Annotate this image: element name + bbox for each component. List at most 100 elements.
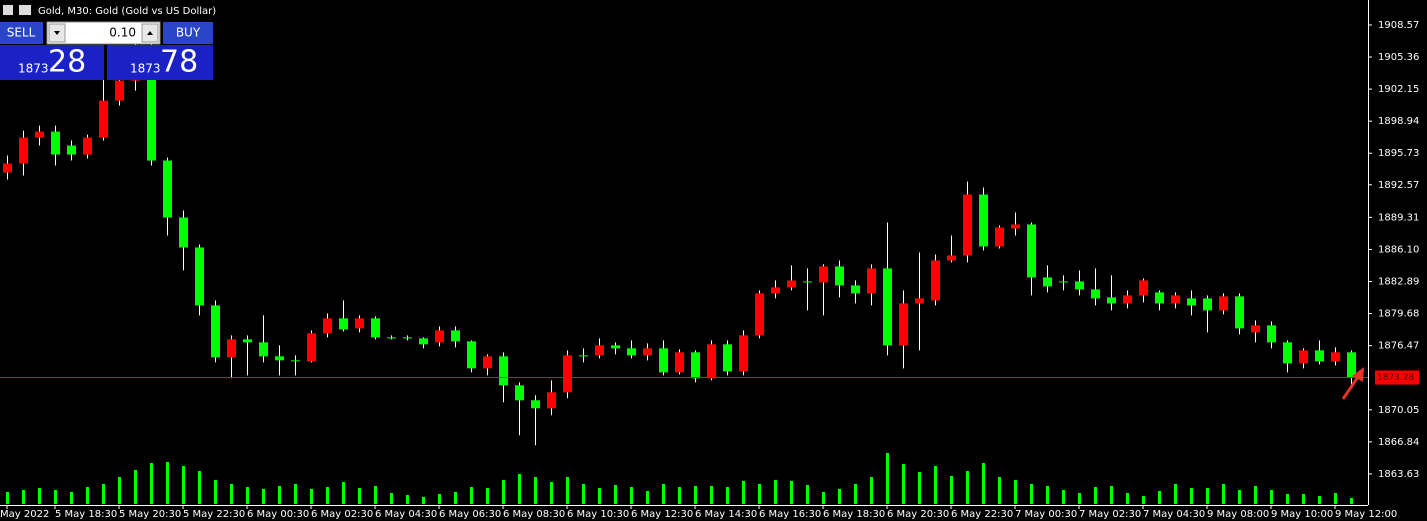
candle-body xyxy=(179,217,188,248)
candle-body xyxy=(947,255,956,261)
volume-bar xyxy=(822,492,825,504)
x-tick-label: 6 May 06:30 xyxy=(439,509,501,520)
y-tick-label: 1895.73 xyxy=(1378,148,1419,159)
y-tick-label: 1879.68 xyxy=(1378,309,1419,320)
volume-bar xyxy=(518,474,521,504)
y-tick-label: 1882.89 xyxy=(1378,277,1419,288)
volume-bar xyxy=(1350,498,1353,504)
volume-bar xyxy=(886,453,889,504)
candle-body xyxy=(771,287,780,294)
volume-bar xyxy=(230,484,233,504)
sell-label: SELL xyxy=(7,26,36,40)
volume-bar xyxy=(166,462,169,504)
volume-bar xyxy=(1206,488,1209,504)
current-price-label: 1873.28 xyxy=(1377,373,1414,383)
volume-bar xyxy=(1302,494,1305,504)
volume-bar xyxy=(390,493,393,504)
candle-body xyxy=(563,355,572,393)
volume-bar xyxy=(950,476,953,504)
y-tick-label: 1892.57 xyxy=(1378,180,1419,191)
buy-price-box[interactable] xyxy=(107,45,213,80)
volume-bar xyxy=(982,463,985,504)
candle-body xyxy=(1075,281,1084,290)
candle-body xyxy=(595,345,604,356)
volume-bar xyxy=(1238,490,1241,504)
volume-bar xyxy=(742,481,745,504)
volume-bar xyxy=(918,472,921,504)
candle-body xyxy=(1139,280,1148,296)
y-tick-label: 1908.57 xyxy=(1378,20,1419,31)
candle-body xyxy=(1299,350,1308,364)
sell-price-box[interactable] xyxy=(0,45,104,80)
icon xyxy=(3,5,13,15)
volume-bar xyxy=(1158,491,1161,504)
y-tick-label: 1876.47 xyxy=(1378,341,1419,352)
volume-bar xyxy=(454,492,457,504)
candle-body xyxy=(659,348,668,373)
volume-bar xyxy=(630,487,633,504)
candle-body xyxy=(211,305,220,358)
volume-bar xyxy=(1190,488,1193,504)
candle-body xyxy=(115,80,124,101)
candle-body xyxy=(867,268,876,294)
volume-bar xyxy=(710,486,713,504)
volume-bar xyxy=(550,482,553,504)
x-tick-label: 5 May 22:30 xyxy=(183,509,245,520)
volume-bar xyxy=(1142,496,1145,504)
x-tick-label: 6 May 10:30 xyxy=(567,509,629,520)
candle-body xyxy=(547,392,556,409)
candle-body xyxy=(83,137,92,155)
x-tick-label: 6 May 04:30 xyxy=(375,509,437,520)
icon xyxy=(19,5,31,15)
volume-bar xyxy=(502,480,505,504)
buy-label: BUY xyxy=(176,26,201,40)
candle-body xyxy=(339,318,348,330)
candle-body xyxy=(1331,352,1340,362)
arrow-head xyxy=(1352,367,1364,382)
volume-bar xyxy=(774,480,777,504)
volume-bar xyxy=(646,491,649,504)
candle-body xyxy=(643,348,652,356)
sell-price-pips: 28 xyxy=(48,45,86,80)
volume-bar xyxy=(198,471,201,504)
candle-body xyxy=(931,260,940,301)
lot-input[interactable] xyxy=(46,21,161,45)
sell-button[interactable] xyxy=(0,22,43,44)
candle-body xyxy=(803,281,812,283)
candle-body xyxy=(1107,297,1116,304)
candle-body xyxy=(259,342,268,357)
candle-body xyxy=(403,337,412,339)
volume-bar xyxy=(342,482,345,504)
volume-bar xyxy=(1270,490,1273,504)
arrow-up xyxy=(147,31,153,35)
volume-bar xyxy=(726,487,729,504)
candle-body xyxy=(483,356,492,369)
x-tick-label: 9 May 10:00 xyxy=(1271,509,1333,520)
volume-bar xyxy=(1014,480,1017,504)
volume-bar xyxy=(870,477,873,504)
volume-bar xyxy=(966,471,969,504)
candle-body xyxy=(419,338,428,345)
volume-bar xyxy=(566,477,569,504)
candle-body xyxy=(3,163,12,173)
volume-bar xyxy=(1222,484,1225,504)
volume-bar xyxy=(22,490,25,504)
volume-bar xyxy=(1126,493,1129,504)
candle-body xyxy=(99,100,108,138)
candle-body xyxy=(1011,224,1020,229)
volume-bar xyxy=(358,488,361,504)
candle-body xyxy=(787,280,796,288)
candle-body xyxy=(1235,296,1244,329)
volume-bar xyxy=(406,495,409,504)
candle-body xyxy=(963,194,972,256)
volume-bar xyxy=(758,484,761,504)
candle-body xyxy=(67,145,76,155)
candle-body xyxy=(323,318,332,334)
volume-bar xyxy=(38,488,41,504)
volume-bar xyxy=(598,488,601,504)
plot xyxy=(0,40,1368,504)
buy-button[interactable] xyxy=(163,22,213,44)
x-tick-label: 6 May 00:30 xyxy=(247,509,309,520)
volume-bar xyxy=(582,484,585,504)
